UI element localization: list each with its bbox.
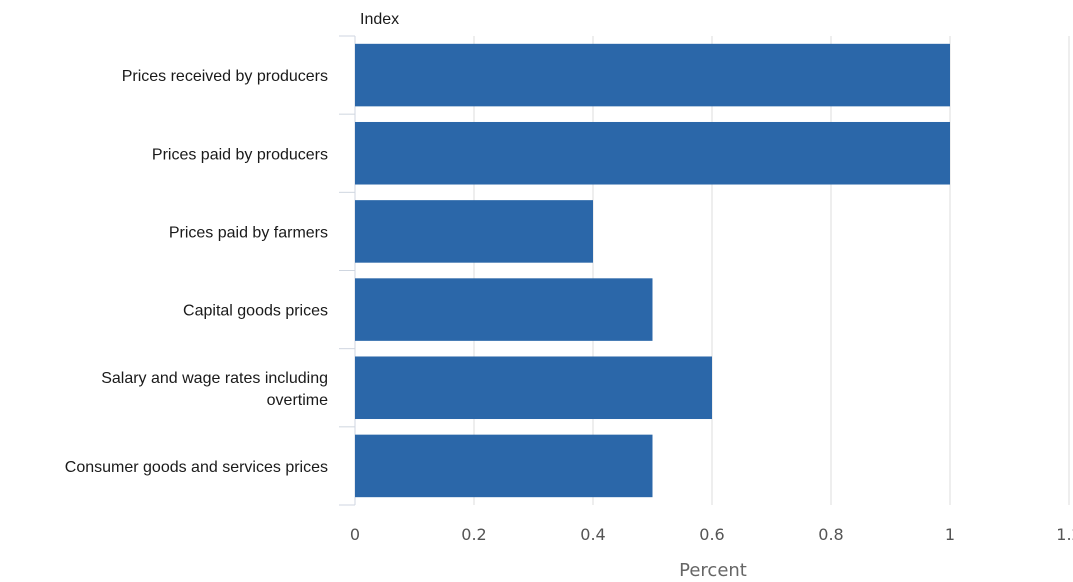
- category-label-line: Prices paid by producers: [152, 146, 328, 163]
- x-tick-labels: 0 0.2 0.4 0.6 0.8 1 1.2: [350, 525, 1073, 544]
- x-tick-label: 1: [945, 525, 955, 544]
- bars: [355, 43, 950, 498]
- bar: [355, 43, 950, 107]
- y-axis-title: Index: [360, 11, 399, 28]
- category-label: Prices paid by farmers: [169, 224, 328, 241]
- category-label-line: Consumer goods and services prices: [65, 459, 328, 476]
- category-axis: [339, 35, 356, 506]
- category-label-line: Prices received by producers: [122, 68, 328, 85]
- x-tick-label: 0.4: [580, 525, 605, 544]
- bar: [355, 200, 593, 263]
- x-tick-label: 1.2: [1056, 525, 1073, 544]
- x-tick-label: 0.2: [461, 525, 486, 544]
- x-tick-label: 0: [350, 525, 360, 544]
- category-label: Consumer goods and services prices: [65, 459, 328, 476]
- x-tick-label: 0.8: [818, 525, 843, 544]
- category-label-line: Capital goods prices: [183, 303, 328, 320]
- x-tick-label: 0.6: [699, 525, 724, 544]
- category-label: Prices paid by producers: [152, 146, 328, 163]
- bar: [355, 434, 653, 498]
- category-label: Salary and wage rates including overtime: [101, 370, 328, 409]
- category-labels: Prices received by producers Prices paid …: [65, 68, 328, 476]
- bar: [355, 121, 950, 185]
- category-label-line: overtime: [267, 392, 328, 409]
- bar: [355, 278, 653, 341]
- category-label: Capital goods prices: [183, 303, 328, 320]
- bar: [355, 356, 712, 420]
- category-label-line: Prices paid by farmers: [169, 224, 328, 241]
- category-label-line: Salary and wage rates including: [101, 370, 328, 387]
- category-label: Prices received by producers: [122, 68, 328, 85]
- x-axis-title: Percent: [679, 560, 747, 581]
- grid-lines: [473, 36, 1070, 505]
